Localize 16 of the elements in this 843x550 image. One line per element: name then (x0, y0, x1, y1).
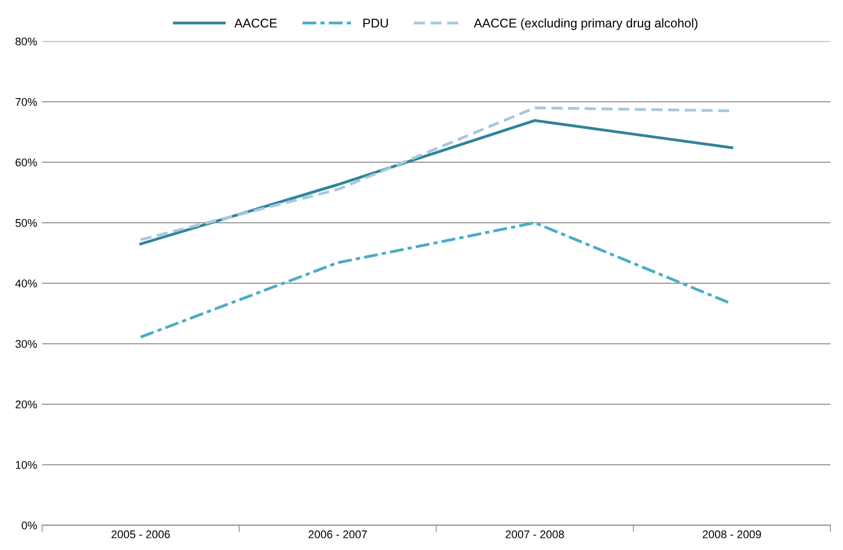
y-tick-label: 50% (15, 219, 37, 227)
x-tick-label: 2006 - 2007 (308, 530, 367, 538)
legend-label: PDU (363, 18, 388, 28)
y-tick-label: 80% (16, 38, 37, 46)
y-tick-label: 70% (16, 98, 37, 106)
y-tick-label: 10% (16, 461, 37, 469)
legend-label: AACCE (excluding primary drug alcohol) (474, 18, 698, 30)
x-tick-label: 2007 - 2008 (506, 530, 564, 538)
y-tick-label: 30% (15, 340, 37, 348)
y-tick-label: 60% (16, 158, 37, 166)
x-tick-label: 2008 - 2009 (702, 530, 761, 538)
y-tick-label: 20% (16, 400, 37, 408)
y-tick-label: 40% (15, 280, 37, 288)
x-tick-label: 2005 - 2006 (112, 530, 170, 538)
y-tick-label: 0% (22, 522, 37, 530)
legend-label: AACCE (234, 18, 277, 28)
